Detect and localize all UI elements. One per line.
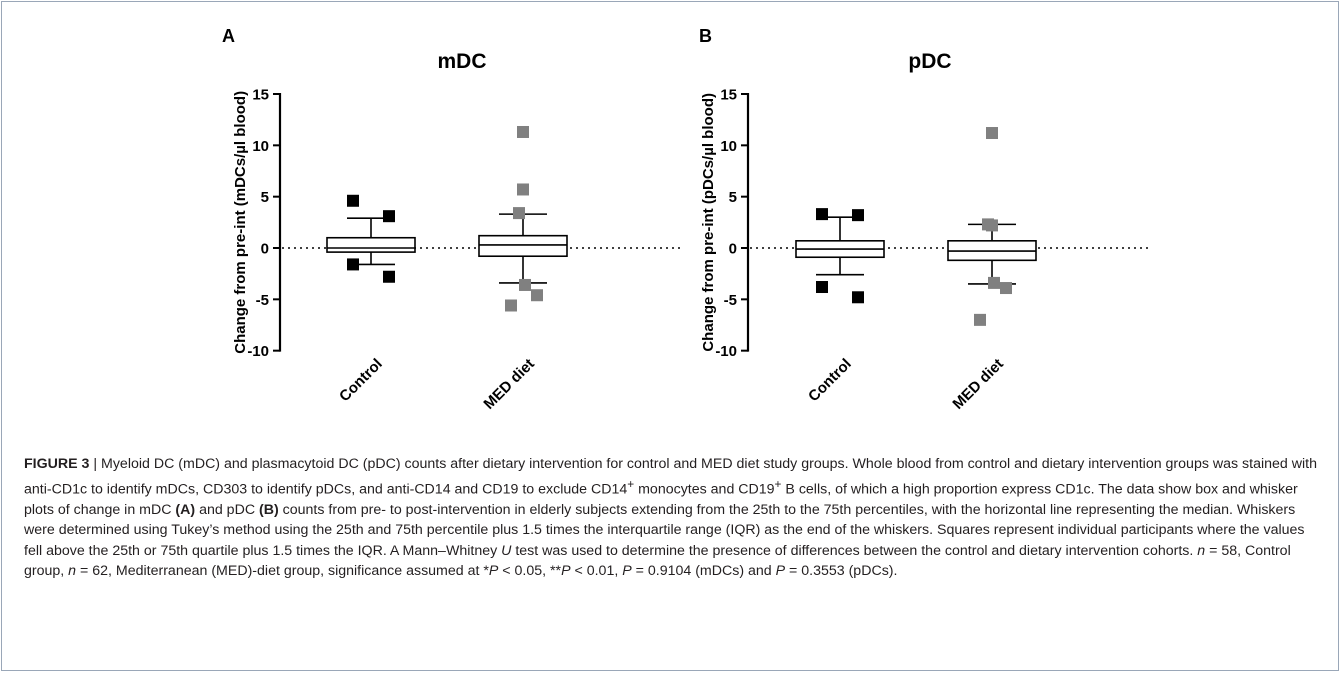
y-tick-label: 15 [252, 87, 269, 104]
outlier-point [988, 276, 1000, 289]
panel-letter: B [699, 26, 712, 46]
outlier-point [519, 278, 531, 291]
x-category-label: MED diet [480, 355, 537, 412]
outlier-point [347, 194, 359, 207]
y-tick-label: -5 [256, 292, 269, 309]
caption-text: = 0.9104 (mDCs) and [631, 562, 776, 579]
caption-italic: P [622, 562, 632, 579]
y-tick-label: -10 [715, 343, 737, 360]
chart-title: pDC [908, 50, 951, 73]
caption-panel-ref-b: (B) [259, 502, 279, 519]
outlier-point [347, 258, 359, 271]
outlier-point [982, 218, 994, 231]
caption-figure-label: FIGURE 3 [24, 456, 90, 472]
caption-text: < 0.05, ** [498, 562, 562, 579]
y-tick-label: 5 [729, 189, 737, 206]
caption-italic: n [1197, 542, 1206, 559]
outlier-point [1000, 282, 1012, 295]
outlier-point [531, 289, 543, 302]
iqr-box [326, 236, 416, 253]
y-tick-label: -5 [724, 292, 737, 309]
outlier-point [513, 207, 525, 220]
caption-text: = 58, Control group, [24, 542, 1291, 579]
outlier-point [816, 208, 828, 221]
outlier-point [974, 313, 986, 326]
y-tick-label: -10 [247, 343, 269, 360]
y-tick-label: 5 [261, 189, 269, 206]
caption-text: test was used to determine the presence … [511, 542, 1198, 559]
caption-text: < 0.01, [570, 562, 623, 579]
chart-title: mDC [437, 50, 486, 73]
outlier-point [505, 299, 517, 312]
y-tick-label: 0 [729, 241, 737, 258]
y-axis-label: Change from pre-int (pDCs/µl blood) [700, 93, 717, 352]
caption-sup: + [774, 477, 782, 492]
caption-italic: P [561, 562, 571, 579]
y-tick-label: 0 [261, 241, 269, 258]
caption-italic: n [68, 562, 77, 579]
caption-text: and pDC [195, 502, 260, 519]
outlier-point [383, 270, 395, 283]
caption-sup: + [627, 477, 635, 492]
outlier-point [852, 209, 864, 222]
caption-text: monocytes and CD19 [634, 481, 775, 498]
y-tick-label: 10 [720, 138, 737, 155]
caption-italic: P [488, 562, 499, 579]
outlier-point [517, 183, 529, 196]
caption-text: B cells, of which a high proportion expr… [24, 481, 1298, 519]
y-tick-label: 10 [252, 138, 269, 155]
iqr-box [478, 234, 568, 258]
outlier-point [986, 127, 998, 140]
caption-separator: | [89, 456, 102, 472]
y-tick-label: 15 [720, 87, 737, 104]
figure-caption: FIGURE 3 | Myeloid DC (mDC) and plasmacy… [24, 454, 1324, 581]
caption-text: = 0.3553 (pDCs). [785, 562, 898, 579]
caption-italic: U [501, 542, 512, 559]
caption-panel-ref-a: (A) [175, 502, 196, 519]
outlier-point [852, 291, 864, 304]
outlier-point [383, 210, 395, 223]
outlier-point [517, 125, 529, 138]
x-category-label: Control [336, 355, 386, 405]
x-category-label: MED diet [949, 355, 1006, 412]
caption-italic: P [775, 562, 786, 579]
caption-text: counts from pre- to post-intervention in… [24, 502, 1305, 559]
panel-letter: A [222, 26, 235, 46]
y-axis-label: Change from pre-int (mDCs/µl blood) [232, 91, 249, 354]
caption-text: Myeloid DC (mDC) and plasmacytoid DC (pD… [24, 456, 1317, 498]
outlier-point [816, 281, 828, 294]
caption-text: = 62, Mediterranean (MED)-diet group, si… [76, 562, 489, 579]
x-category-label: Control [805, 355, 855, 405]
